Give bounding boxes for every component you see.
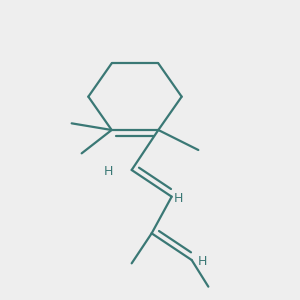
Text: H: H	[173, 192, 183, 205]
Text: H: H	[198, 255, 207, 268]
Text: H: H	[104, 165, 113, 178]
